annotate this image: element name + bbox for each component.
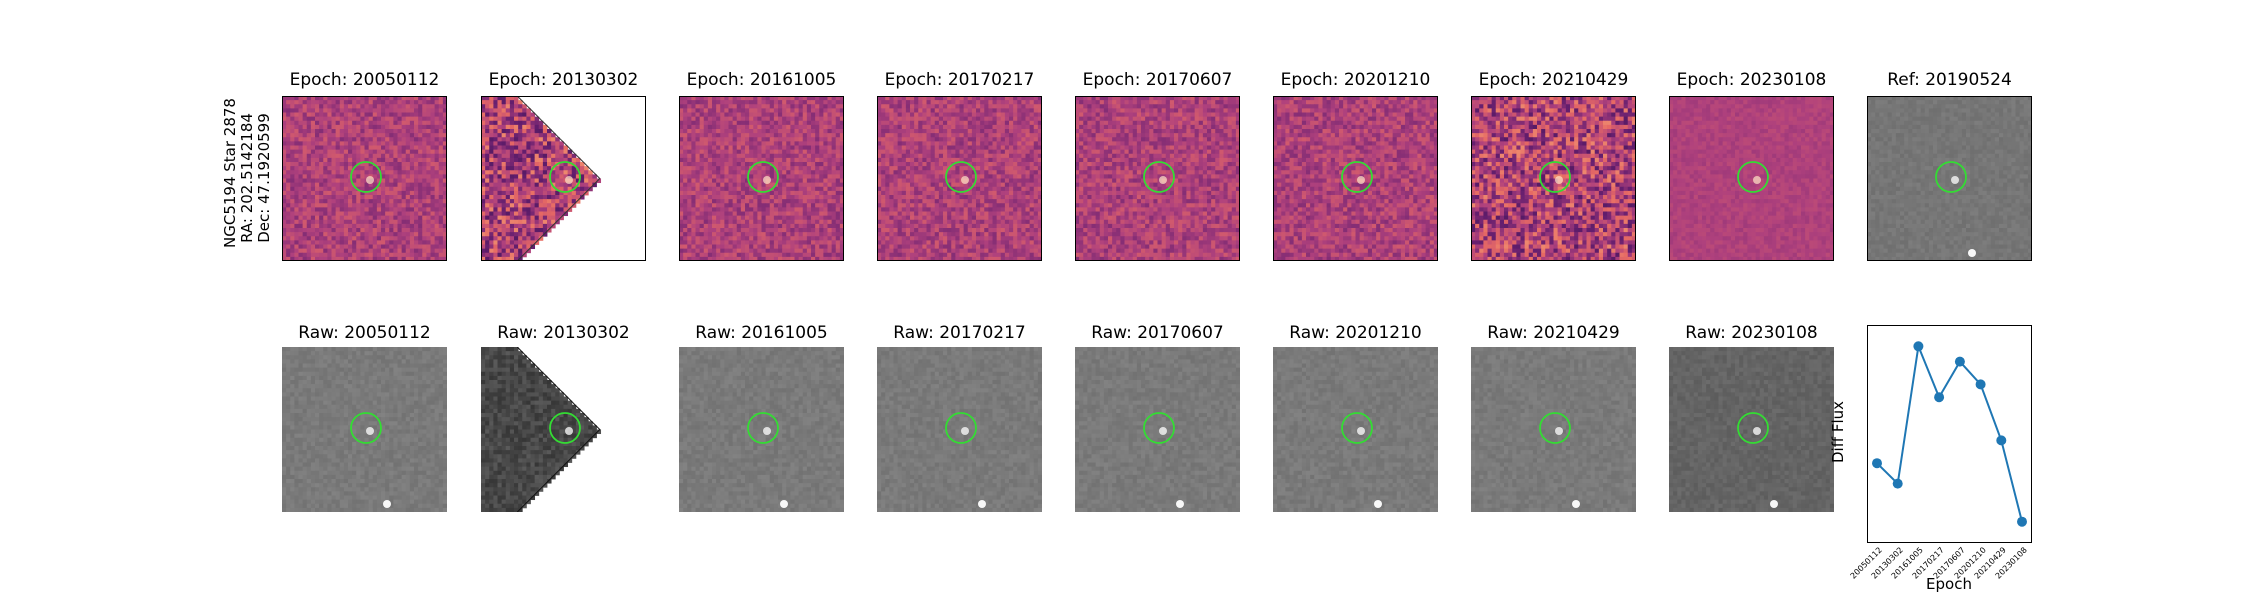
diff-title-8: Epoch: 20230108 <box>1669 70 1834 90</box>
target-circle <box>945 412 977 444</box>
diff-image-5 <box>1075 96 1240 261</box>
raw-image-4 <box>877 347 1042 512</box>
target-circle <box>1143 161 1175 193</box>
target-circle <box>1341 412 1373 444</box>
raw-image-5 <box>1075 347 1240 512</box>
target-circle <box>747 161 779 193</box>
diff-image-7 <box>1471 96 1636 261</box>
lightcurve-plot <box>1867 325 2032 543</box>
raw-image-6 <box>1273 347 1438 512</box>
target-circle <box>1143 412 1175 444</box>
diff-title-4: Epoch: 20170217 <box>877 70 1042 90</box>
raw-title-8: Raw: 20230108 <box>1669 323 1834 343</box>
raw-title-5: Raw: 20170607 <box>1075 323 1240 343</box>
target-circle <box>1539 161 1571 193</box>
target-circle <box>1737 412 1769 444</box>
raw-image-3 <box>679 347 844 512</box>
raw-image-8 <box>1669 347 1834 512</box>
diff-image-3 <box>679 96 844 261</box>
diff-image-2 <box>481 96 646 261</box>
flux-point <box>1913 341 1924 352</box>
raw-title-7: Raw: 20210429 <box>1471 323 1636 343</box>
x-axis-label: Epoch <box>1926 575 1972 593</box>
target-dec: Dec: 47.1920599 <box>255 108 273 248</box>
diff-title-3: Epoch: 20161005 <box>679 70 844 90</box>
target-circle <box>1539 412 1571 444</box>
target-ra: RA: 202.5142184 <box>238 108 256 248</box>
flux-point <box>1954 356 1965 367</box>
raw-image-1 <box>282 347 447 512</box>
diff-title-2: Epoch: 20130302 <box>481 70 646 90</box>
diff-title-1: Epoch: 20050112 <box>282 70 447 90</box>
target-circle <box>1341 161 1373 193</box>
flux-point <box>2017 516 2027 527</box>
raw-title-6: Raw: 20201210 <box>1273 323 1438 343</box>
diff-title-7: Epoch: 20210429 <box>1471 70 1636 90</box>
target-circle <box>549 161 581 193</box>
diff-image-6 <box>1273 96 1438 261</box>
diff-title-5: Epoch: 20170607 <box>1075 70 1240 90</box>
raw-title-4: Raw: 20170217 <box>877 323 1042 343</box>
target-circle <box>945 161 977 193</box>
diff-image-8 <box>1669 96 1834 261</box>
raw-title-2: Raw: 20130302 <box>481 323 646 343</box>
target-name: NGC5194 Star 2878 <box>221 98 239 248</box>
ref-title: Ref: 20190524 <box>1867 70 2032 90</box>
y-axis-label: Diff Flux <box>1829 401 1847 463</box>
raw-image-2 <box>481 347 646 512</box>
target-circle <box>350 412 382 444</box>
target-circle <box>350 161 382 193</box>
flux-point <box>1934 392 1945 403</box>
diff-title-6: Epoch: 20201210 <box>1273 70 1438 90</box>
target-circle <box>1737 161 1769 193</box>
raw-title-1: Raw: 20050112 <box>282 323 447 343</box>
flux-point <box>1996 435 2007 446</box>
flux-series-line <box>1876 342 2023 522</box>
target-circle <box>1935 161 1967 193</box>
raw-image-7 <box>1471 347 1636 512</box>
target-circle <box>549 412 581 444</box>
raw-title-3: Raw: 20161005 <box>679 323 844 343</box>
target-circle <box>747 412 779 444</box>
diff-image-1 <box>282 96 447 261</box>
flux-point <box>1892 478 1903 489</box>
ref-image <box>1867 96 2032 261</box>
diff-image-4 <box>877 96 1042 261</box>
flux-point <box>1872 458 1882 469</box>
flux-point <box>1975 379 1986 390</box>
lightcurve-svg <box>1872 341 2027 527</box>
